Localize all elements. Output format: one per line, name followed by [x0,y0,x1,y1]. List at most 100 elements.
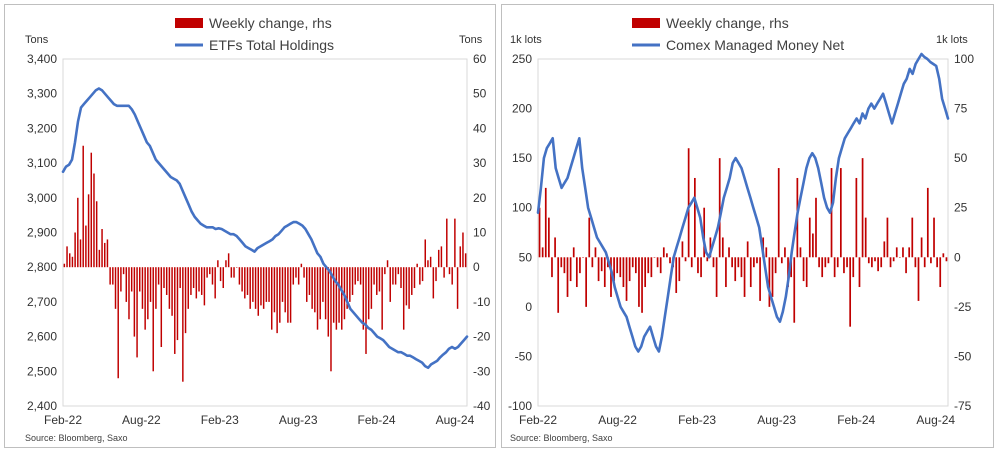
right-axis-tick-label: -40 [473,399,491,413]
left-axis-tick-label: 2,800 [27,260,57,274]
bar-weekly-change [276,267,278,334]
bar-weekly-change [149,267,152,302]
bar-weekly-change [930,257,932,264]
bar-weekly-change [400,267,402,289]
bar-weekly-change [249,267,251,309]
bar-weekly-change [926,187,929,258]
bar-weekly-change [292,267,295,285]
bar-weekly-change [209,267,211,275]
bar-weekly-change [877,257,879,272]
legend: Weekly change, rhs ETFs Total Holdings [175,15,334,53]
bar-weekly-change [262,267,265,309]
bar-weekly-change [394,267,397,285]
bar-weekly-change [168,267,171,309]
right-axis-tick-label: 10 [473,226,487,240]
bar-weekly-change [687,148,690,258]
chart-panel-comex-positioning: Weekly change, rhs Comex Managed Money N… [501,4,994,448]
left-axis-tick-label: 2,900 [27,226,57,240]
bar-weekly-change [87,194,90,268]
line-series [536,52,950,353]
bar-weekly-change [437,249,440,268]
bar-weekly-change [619,257,622,278]
left-axis-tick-label: 100 [512,201,532,215]
bar-weekly-change [432,267,435,299]
bar-weekly-change [613,257,615,282]
left-axis-tick-label: 3,000 [27,191,57,205]
bar-weekly-change [147,267,149,320]
bar-weekly-change [662,247,665,258]
bar-weekly-change [905,257,907,274]
left-axis-tick-label: 150 [512,151,532,165]
bar-weekly-change [440,246,443,268]
bar-weekly-change [740,257,743,278]
right-axis-tick-label: 30 [473,156,487,170]
bar-weekly-change [114,267,117,309]
bar-weekly-change [330,267,332,372]
bar-weekly-change [362,267,365,330]
bar-weekly-change [563,257,566,274]
bar-weekly-change [133,267,136,337]
bar-weekly-change [281,267,284,302]
bar-weekly-change [200,267,203,295]
bar-weekly-change [462,232,464,268]
bar-weekly-change [731,257,733,268]
bar-weekly-change [759,257,761,301]
bar-weekly-change [771,257,774,297]
bar-weekly-change [71,256,74,268]
left-axis-tick-label: 3,300 [27,87,57,101]
bar-weekly-change [112,267,114,285]
bar-weekly-change [93,173,95,268]
bar-weekly-change [625,257,628,301]
bar-weekly-change [936,257,938,268]
bar-weekly-change [721,237,724,258]
bar-weekly-change [839,168,842,258]
bar-weekly-change [244,267,246,299]
left-axis-tick-label: 0 [525,300,532,314]
bar-weekly-change [712,257,715,268]
bar-weekly-change [295,267,297,278]
bar-weekly-change [421,267,424,282]
bar-weekly-change [367,267,370,320]
bar-weekly-change [684,257,687,262]
bar-weekly-change [628,257,631,282]
bar-weekly-change [933,217,935,258]
bar-weekly-change [359,267,362,285]
right-axis-tick-label: 50 [954,151,968,165]
bar-weekly-change [666,253,668,258]
bar-weekly-change [306,267,308,302]
bar-weekly-change [644,257,647,288]
bar-weekly-change [846,257,848,268]
bar-weekly-change [187,267,189,309]
bar-weekly-change [90,152,93,268]
right-axis-unit: 1k lots [936,34,968,46]
bar-weekly-change [780,257,783,264]
bar-weekly-change [192,267,195,289]
bar-weekly-change [233,267,235,278]
bar-weekly-change [908,247,911,258]
bar-weekly-change [656,257,659,268]
bar-weekly-change [737,257,740,268]
left-axis-tick-label: 2,500 [27,364,57,378]
bar-weekly-change [815,197,817,258]
bar-weekly-change [230,267,233,278]
bar-weekly-change [641,257,643,313]
bar-weekly-change [585,257,587,307]
bar-weekly-change [942,253,945,258]
x-axis-tick-label: Aug-22 [598,413,637,427]
bar-weekly-change [765,247,768,258]
bar-weekly-change [914,257,917,268]
bar-weekly-change [117,267,119,379]
bar-weekly-change [324,267,327,320]
right-axis-tick-label: -10 [473,295,491,309]
bar-weekly-change [454,218,456,268]
bar-weekly-change [95,201,98,268]
bar-weekly-change [653,257,656,258]
bar-weekly-change [446,218,448,268]
bar-weekly-change [265,267,268,302]
bar-weekly-change [63,263,66,268]
bar-weekly-change [690,257,693,268]
bar-weekly-change [697,257,699,274]
bar-weekly-change [818,257,820,268]
bar-weekly-change [289,267,292,323]
right-axis-tick-label: -25 [954,300,972,314]
